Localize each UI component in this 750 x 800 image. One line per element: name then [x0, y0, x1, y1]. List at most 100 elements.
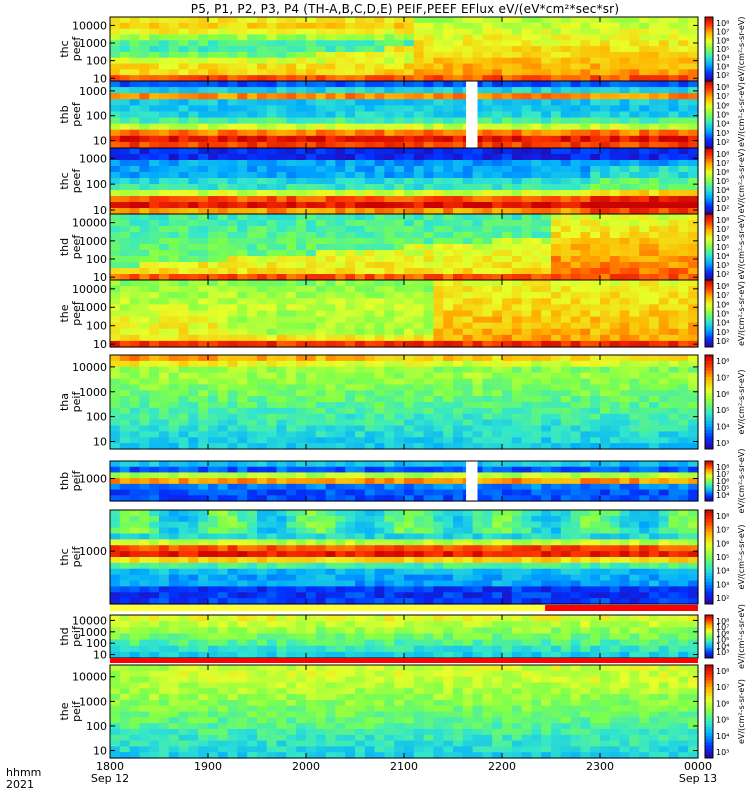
spectrogram-cell: [296, 117, 307, 125]
spectrogram-cell: [590, 238, 601, 245]
spectrogram-cell: [560, 322, 572, 330]
spectrogram-cell: [315, 17, 327, 24]
spectrogram-cell: [570, 256, 581, 263]
spectrogram-cell: [600, 372, 611, 380]
spectrogram-cell: [306, 93, 317, 100]
spectrogram-cell: [649, 51, 660, 59]
spectrogram-cell: [443, 407, 454, 415]
spectrogram-cell: [198, 437, 209, 444]
spectrogram-cell: [423, 40, 434, 47]
spectrogram-cell: [511, 178, 523, 185]
spectrogram-cell: [188, 57, 199, 65]
spectrogram-cell: [423, 63, 434, 70]
spectrogram-cell: [315, 478, 327, 485]
spectrogram-cell: [413, 340, 425, 348]
spectrogram-cell: [511, 166, 523, 173]
spectrogram-cell: [335, 148, 346, 155]
colorbar-segment: [705, 156, 713, 160]
spectrogram-cell: [129, 40, 140, 47]
spectrogram-cell: [257, 340, 268, 348]
spectrogram-cell: [237, 483, 248, 491]
spectrogram-cell: [404, 431, 415, 438]
spectrogram-cell: [531, 262, 542, 269]
spectrogram-cell: [531, 280, 542, 287]
spectrogram-cell: [266, 268, 278, 275]
spectrogram-cell: [257, 87, 268, 94]
spectrogram-cell: [600, 154, 611, 161]
spectrogram-cell: [678, 402, 689, 409]
spectrogram-cell: [570, 93, 581, 100]
spectrogram-cell: [129, 466, 140, 474]
spectrogram-cell: [423, 226, 434, 233]
spectrogram-cell: [639, 310, 650, 318]
spectrogram-cell: [443, 413, 454, 421]
spectrogram-cell: [404, 226, 415, 233]
spectrogram-cell: [521, 220, 532, 227]
spectrogram-cell: [462, 46, 474, 53]
spectrogram-cell: [178, 105, 189, 113]
spectrogram-cell: [364, 190, 376, 197]
spectrogram-cell: [237, 214, 248, 221]
spectrogram-cell: [551, 390, 562, 397]
spectrogram-cell: [149, 244, 160, 251]
spectrogram-cell: [257, 355, 268, 362]
spectrogram-cell: [129, 425, 140, 432]
spectrogram-cell: [570, 232, 581, 239]
spectrogram-cell: [266, 360, 278, 368]
colorbar-segment: [705, 143, 713, 147]
spectrogram-cell: [286, 81, 297, 88]
spectrogram-cell: [404, 256, 415, 263]
spectrogram-cell: [306, 81, 317, 88]
colorbar-segment: [705, 165, 713, 169]
spectrogram-cell: [257, 466, 268, 474]
spectrogram-cell: [453, 220, 464, 227]
spectrogram-cell: [296, 81, 307, 88]
spectrogram-cell: [110, 328, 121, 336]
spectrogram-cell: [306, 256, 317, 263]
spectrogram-cell: [139, 286, 150, 293]
spectrogram-cell: [531, 141, 542, 149]
spectrogram-cell: [266, 184, 278, 191]
spectrogram-cell: [296, 22, 307, 30]
spectrogram-cell: [374, 196, 385, 203]
spectrogram-cell: [472, 69, 483, 76]
spectrogram-cell: [560, 148, 572, 155]
spectrogram-cell: [286, 298, 297, 305]
spectrogram-cell: [560, 81, 572, 88]
spectrogram-cell: [345, 244, 356, 251]
spectrogram-cell: [472, 413, 483, 421]
spectrogram-cell: [168, 402, 180, 409]
spectrogram-cell: [521, 22, 532, 30]
colorbar-segment: [705, 121, 713, 124]
spectrogram-cell: [237, 256, 248, 263]
spectrogram-cell: [315, 220, 327, 227]
spectrogram-cell: [658, 372, 670, 380]
spectrogram-cell: [570, 316, 581, 324]
spectrogram-cell: [325, 402, 336, 409]
spectrogram-cell: [208, 334, 219, 342]
spectrogram-cell: [521, 93, 532, 100]
spectrogram-cell: [413, 425, 425, 432]
spectrogram-cell: [139, 154, 150, 161]
spectrogram-cell: [688, 431, 699, 438]
spectrogram-cell: [658, 316, 670, 324]
spectrogram-cell: [551, 148, 562, 155]
spectrogram-cell: [364, 256, 376, 263]
spectrogram-cell: [168, 256, 180, 263]
spectrogram-cell: [502, 443, 513, 450]
spectrogram-cell: [364, 483, 376, 491]
spectrogram-cell: [521, 105, 532, 113]
spectrogram-cell: [649, 238, 660, 245]
spectrogram-cell: [355, 99, 366, 106]
spectrogram-cell: [394, 340, 405, 348]
spectrogram-cell: [384, 280, 395, 287]
spectrogram-cell: [178, 355, 189, 362]
spectrogram-cell: [580, 419, 591, 427]
spectrogram-cell: [178, 135, 189, 143]
spectrogram-cell: [315, 280, 327, 287]
spectrogram-cell: [541, 334, 552, 342]
spectrogram-cell: [374, 81, 385, 88]
spectrogram-cell: [217, 495, 229, 502]
spectrogram-cell: [286, 123, 297, 131]
